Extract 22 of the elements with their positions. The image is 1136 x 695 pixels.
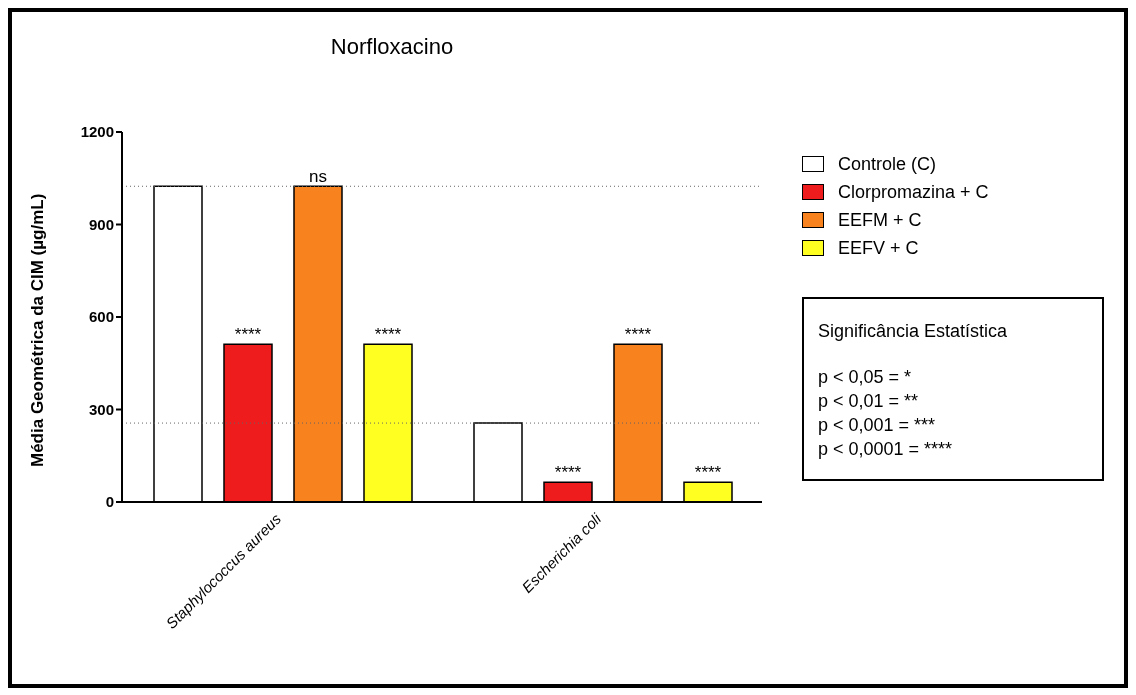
text: Significância Estatística xyxy=(818,320,1009,343)
y-tick-label: 1200 xyxy=(80,123,114,141)
y-tick-label: 300 xyxy=(88,400,114,418)
data-label: ns xyxy=(309,167,327,187)
legend-label: Clorpromazina + C xyxy=(838,181,989,203)
legend-label: EEFV + C xyxy=(838,237,919,259)
data-label: **** xyxy=(694,463,722,483)
data-label: **** xyxy=(374,325,402,345)
text: p < 0,01 = ** xyxy=(818,390,920,413)
legend-label: EEFM + C xyxy=(838,209,922,231)
data-label: **** xyxy=(624,325,652,345)
y-tick-label: 900 xyxy=(88,215,114,233)
text: p < 0,05 = * xyxy=(818,366,913,389)
y-tick-label: 0 xyxy=(105,493,114,511)
y-axis-title: Média Geométrica da CIM (µg/mL) xyxy=(28,193,48,467)
text: p < 0,001 = *** xyxy=(818,414,937,437)
text: p < 0,0001 = **** xyxy=(818,438,954,461)
legend-label: Controle (C) xyxy=(838,153,937,175)
data-label: **** xyxy=(554,463,582,483)
chart-title: Norfloxacino xyxy=(329,34,455,60)
y-tick-label: 600 xyxy=(88,308,114,326)
data-label: **** xyxy=(234,325,262,345)
